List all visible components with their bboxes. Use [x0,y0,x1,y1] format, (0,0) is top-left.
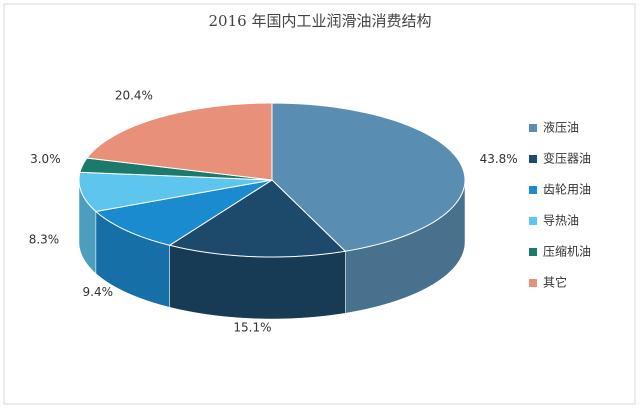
legend-swatch [529,279,537,287]
legend-label: 齿轮用油 [543,183,591,197]
slice [168,179,347,258]
data-label: 9.4% [83,285,114,299]
legend-swatch [529,248,537,256]
legend-label: 其它 [543,275,567,290]
slice [86,102,273,181]
data-label: 8.3% [29,233,60,247]
data-label: 3.0% [30,152,61,166]
slice [94,179,273,246]
legend-label: 压缩机油 [543,244,591,259]
legend-swatch [529,217,537,225]
slice [271,102,466,252]
legend-swatch [529,155,537,163]
legend-swatch [529,124,537,132]
data-label: 20.4% [115,88,153,102]
slice [78,171,273,213]
legend-swatch [529,186,537,194]
chart-title: 2016 年国内工业润滑油消费结构 [209,12,432,30]
data-label: 15.1% [233,321,271,335]
data-label: 43.8% [480,152,518,166]
legend-label: 导热油 [543,214,579,228]
legend-label: 变压器油 [543,151,591,166]
legend-label: 液压油 [543,120,579,135]
